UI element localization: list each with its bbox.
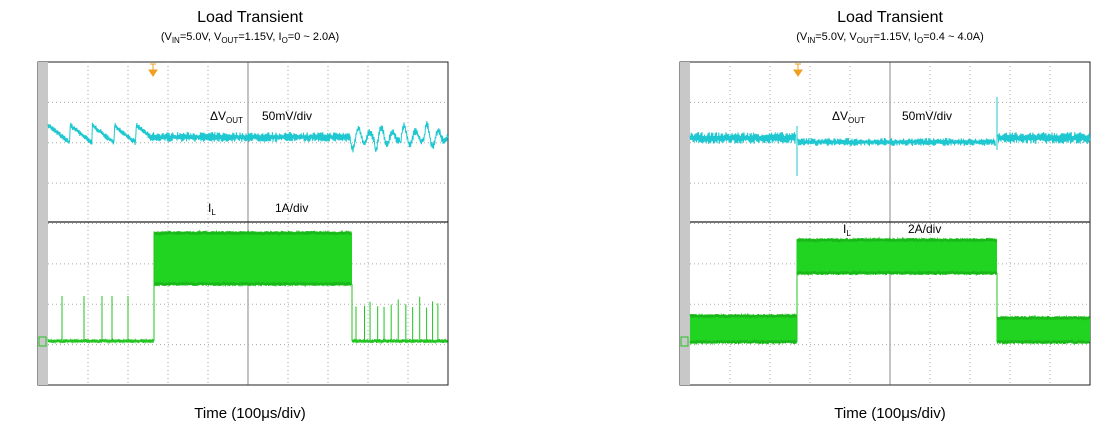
voltage-label: ΔVOUT bbox=[210, 109, 243, 125]
trigger-marker bbox=[793, 63, 803, 77]
voltage-trace bbox=[997, 131, 1091, 145]
subtitle-part: =5.0V, V bbox=[180, 31, 222, 43]
subtitle-part: =1.15V, I bbox=[874, 31, 917, 43]
current-edge bbox=[689, 338, 798, 346]
current-edge bbox=[796, 269, 998, 277]
current-edge bbox=[153, 280, 352, 288]
current-edge bbox=[996, 314, 1090, 322]
current-trace bbox=[47, 337, 155, 345]
scope-panel: Load Transient(VIN=5.0V, VOUT=1.15V, IO=… bbox=[37, 9, 449, 422]
subtitle-part: =5.0V, V bbox=[815, 31, 857, 43]
subtitle-part: IN bbox=[807, 36, 815, 45]
subtitle-part: O bbox=[282, 36, 288, 45]
channel-marker bbox=[680, 336, 689, 347]
voltage-scale: 50mV/div bbox=[262, 109, 312, 123]
current-label: IL bbox=[843, 222, 851, 238]
voltage-scale: 50mV/div bbox=[902, 109, 952, 123]
panel-subtitle: (VIN=5.0V, VOUT=1.15V, IO=0.4 ~ 4.0A) bbox=[796, 31, 984, 45]
scope-screen bbox=[37, 61, 449, 386]
current-band bbox=[690, 316, 797, 342]
subtitle-part: IN bbox=[172, 36, 180, 45]
voltage-trace bbox=[149, 131, 351, 143]
voltage-trace bbox=[797, 137, 996, 147]
voltage-label-part: ΔV bbox=[210, 109, 226, 123]
channel-marker bbox=[38, 336, 47, 347]
scope-strip bbox=[680, 62, 690, 385]
current-edge bbox=[689, 312, 798, 320]
trigger-marker bbox=[148, 63, 158, 77]
current-scale: 1A/div bbox=[275, 201, 308, 215]
subtitle-part: =0 ~ 2.0A) bbox=[288, 31, 339, 43]
x-axis-label: Time (100μs/div) bbox=[194, 405, 305, 422]
subtitle-part: O bbox=[917, 36, 923, 45]
current-edge bbox=[796, 236, 998, 244]
current-label-part: L bbox=[846, 229, 851, 238]
current-label: IL bbox=[208, 201, 216, 217]
current-label-part: I bbox=[208, 201, 211, 215]
subtitle-part: (V bbox=[796, 31, 808, 43]
subtitle-part: (V bbox=[161, 31, 173, 43]
current-edge bbox=[996, 338, 1090, 346]
subtitle-part: =0.4 ~ 4.0A) bbox=[923, 31, 984, 43]
voltage-label-part: OUT bbox=[848, 116, 865, 125]
subtitle-part: OUT bbox=[221, 36, 238, 45]
voltage-label: ΔVOUT bbox=[832, 109, 865, 125]
current-label-part: I bbox=[843, 222, 846, 236]
current-trace bbox=[351, 337, 448, 345]
current-edge bbox=[153, 229, 352, 237]
scope-strip bbox=[38, 62, 48, 385]
panel-subtitle: (VIN=5.0V, VOUT=1.15V, IO=0 ~ 2.0A) bbox=[161, 31, 339, 45]
subtitle-part: =1.15V, I bbox=[238, 31, 281, 43]
current-label-part: L bbox=[211, 208, 216, 217]
panel-title: Load Transient bbox=[837, 9, 943, 26]
current-scale: 2A/div bbox=[908, 222, 941, 236]
scope-panel: Load Transient(VIN=5.0V, VOUT=1.15V, IO=… bbox=[679, 9, 1091, 422]
panel-title: Load Transient bbox=[197, 9, 303, 26]
voltage-trace bbox=[47, 122, 151, 145]
voltage-trace bbox=[349, 120, 449, 153]
subtitle-part: OUT bbox=[857, 36, 874, 45]
voltage-trace bbox=[689, 131, 797, 144]
current-band bbox=[797, 240, 997, 273]
current-band bbox=[997, 318, 1090, 342]
voltage-label-part: ΔV bbox=[832, 109, 848, 123]
voltage-label-part: OUT bbox=[226, 116, 243, 125]
x-axis-label: Time (100μs/div) bbox=[834, 405, 945, 422]
current-band bbox=[154, 233, 352, 284]
